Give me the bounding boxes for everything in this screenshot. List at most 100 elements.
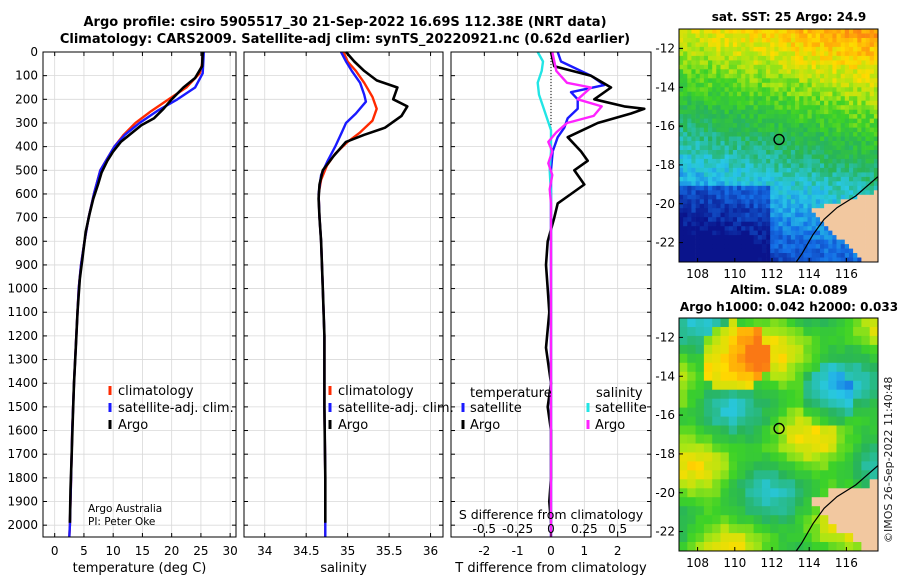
map-cell: [737, 461, 746, 471]
map-cell: [683, 82, 688, 88]
map-cell: [703, 176, 709, 182]
map-cell: [857, 105, 862, 111]
map-cell: [803, 158, 808, 164]
map-cell: [741, 69, 746, 75]
map-cell: [703, 109, 709, 115]
map-cell: [728, 208, 734, 214]
map-cell: [732, 154, 738, 160]
map-cell: [683, 60, 688, 66]
map-cell: [815, 190, 821, 196]
map-cell: [861, 235, 866, 240]
map-cell: [832, 145, 837, 151]
map-cell: [728, 127, 734, 133]
map-cell: [853, 217, 858, 223]
map-cell: [861, 158, 866, 164]
map-cell: [865, 132, 871, 137]
map-cell: [861, 380, 871, 391]
map-cell: [803, 181, 808, 187]
map-cell: [873, 150, 879, 155]
map-cell: [836, 163, 841, 169]
map-cell: [753, 327, 763, 337]
map-cell: [720, 344, 730, 355]
map-cell: [720, 398, 730, 409]
map-cell: [770, 380, 779, 391]
map-cell: [716, 217, 721, 223]
map-cell: [695, 105, 701, 111]
map-cell: [753, 38, 759, 43]
map-cell: [679, 362, 688, 373]
map-cell: [803, 235, 808, 240]
map-cell: [749, 109, 754, 115]
map-cell: [745, 78, 750, 84]
map-cell: [745, 96, 750, 102]
map-cell: [828, 239, 833, 245]
map-cell: [861, 389, 871, 400]
map-cell: [799, 226, 804, 232]
map-cell: [786, 470, 796, 480]
map-cell: [703, 344, 713, 355]
map-cell: [745, 434, 754, 444]
map-cell: [724, 60, 730, 66]
map-cell: [712, 46, 717, 52]
map-cell: [865, 87, 871, 93]
map-cell: [795, 150, 800, 155]
map-cell: [691, 136, 696, 142]
map-cell: [869, 172, 875, 178]
map-cell: [861, 163, 866, 169]
map-cell: [703, 371, 713, 382]
map-cell: [774, 46, 779, 52]
map-cell: [728, 132, 734, 137]
map-cell: [836, 141, 841, 146]
map-cell: [703, 78, 709, 84]
map-cell: [753, 542, 763, 552]
map-cell: [820, 217, 825, 223]
map-cell: [766, 42, 771, 48]
map-cell: [745, 226, 750, 232]
map-cell: [869, 257, 875, 263]
map-cell: [844, 380, 854, 391]
map-cell: [724, 172, 730, 178]
map-cell: [749, 38, 754, 43]
map-cell: [795, 73, 800, 79]
map-cell: [786, 226, 792, 232]
map-cell: [820, 335, 829, 346]
credit-line: PI: Peter Oke: [88, 516, 155, 528]
map-cell: [836, 172, 841, 178]
map-cell: [861, 190, 866, 196]
map-cell: [761, 434, 771, 444]
map-cell: [757, 64, 763, 70]
map-cell: [720, 154, 725, 160]
map-cell: [699, 73, 705, 79]
map-cell: [679, 470, 688, 480]
map-cell: [774, 150, 779, 155]
map-cell: [712, 82, 717, 88]
map-cell: [737, 51, 742, 57]
map-cell: [869, 185, 875, 191]
map-cell: [683, 163, 688, 169]
map-cell: [716, 96, 721, 102]
map-cell: [720, 158, 725, 164]
map-cell: [873, 91, 879, 97]
map-cell: [732, 78, 738, 84]
map-cell: [712, 226, 717, 232]
map-cell: [753, 217, 759, 223]
map-cell: [741, 208, 746, 214]
map-cell: [679, 51, 684, 57]
map-cell: [757, 109, 763, 115]
map-cell: [712, 100, 717, 106]
map-cell: [795, 230, 800, 236]
map-cell: [695, 118, 701, 124]
map-cell: [703, 506, 713, 516]
map-cell: [716, 132, 721, 137]
map-cell: [757, 158, 763, 164]
map-cell: [832, 150, 837, 155]
map-cell: [679, 344, 688, 355]
map-cell: [679, 29, 684, 34]
map-cell: [820, 150, 825, 155]
series-argo: [317, 51, 409, 523]
map-cell: [728, 55, 734, 61]
map-cell: [766, 212, 771, 218]
map-cell: [799, 69, 804, 75]
map-cell: [811, 64, 817, 70]
map-cell: [679, 96, 684, 102]
